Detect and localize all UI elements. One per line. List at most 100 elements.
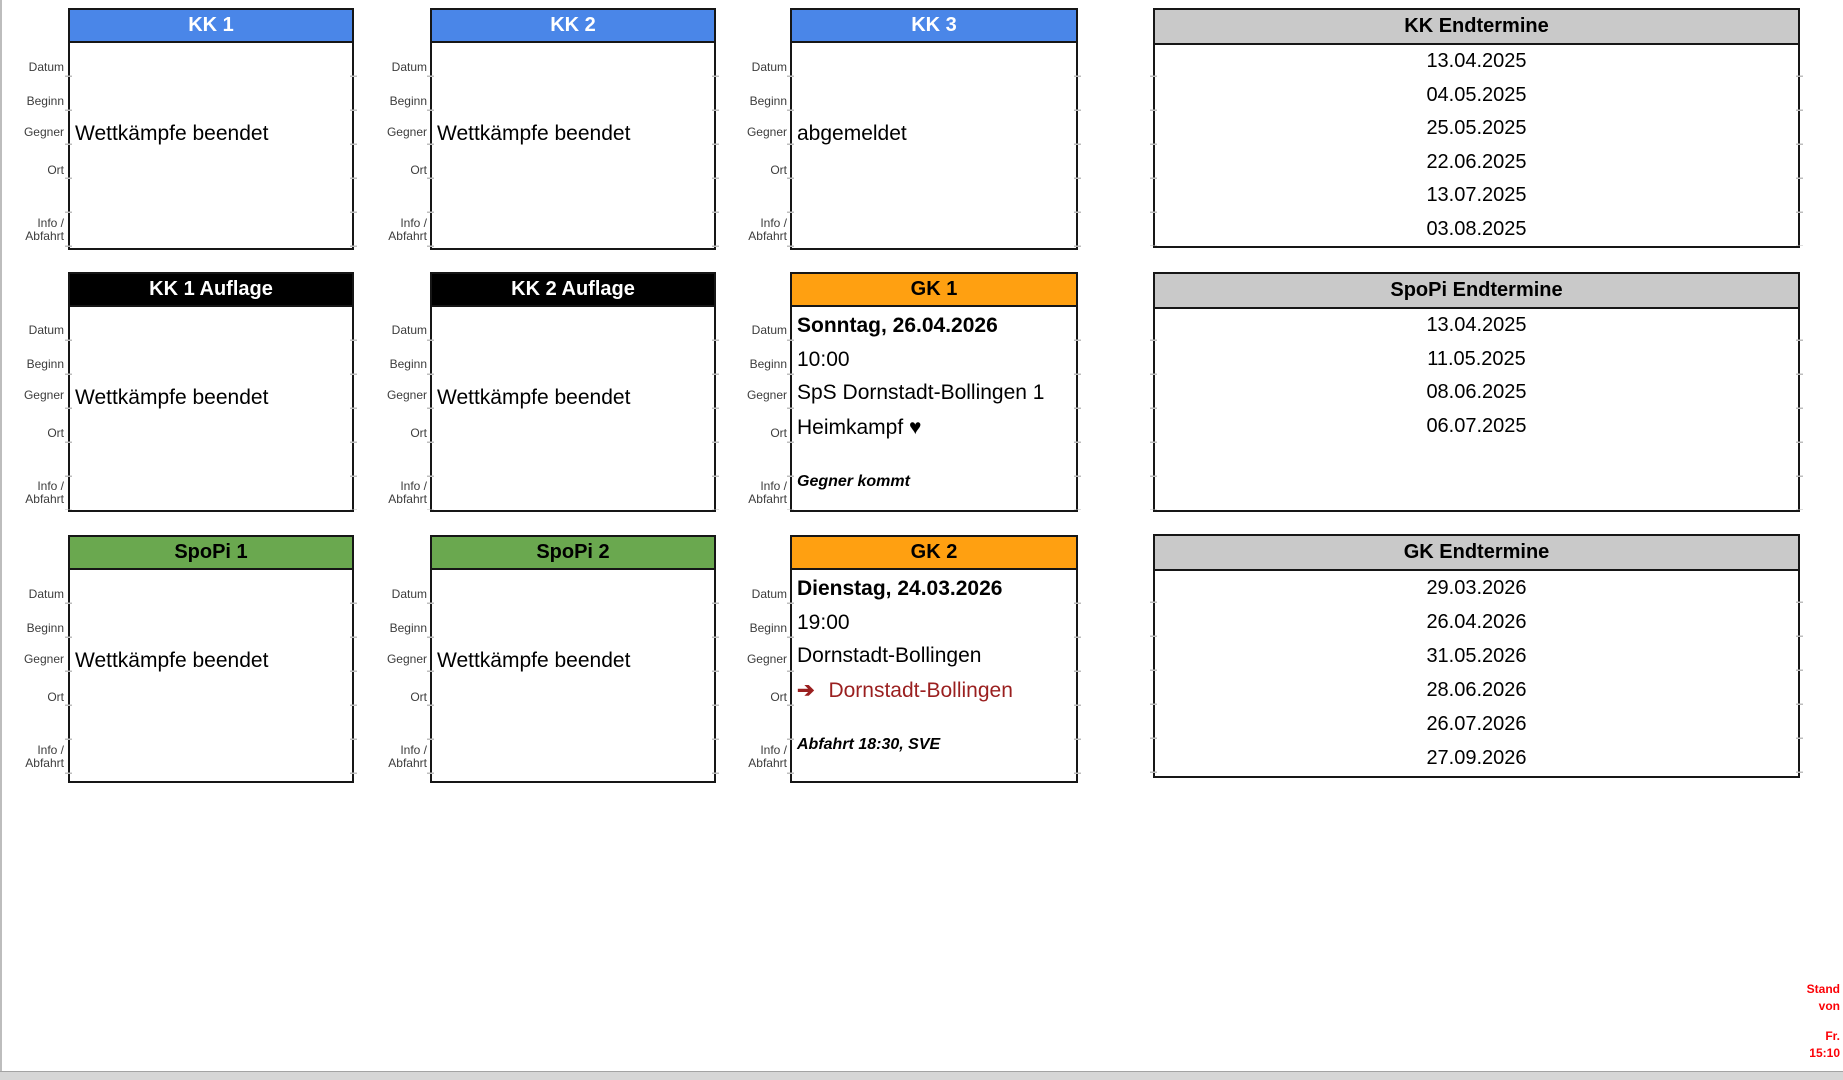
termine-date-row: 26.07.2026 [1426, 713, 1527, 736]
kk2-status-text: Wettkämpfe beendet [437, 122, 631, 145]
label-gegner: Gegner [23, 652, 64, 666]
label-abfahrt: Abfahrt [388, 229, 427, 243]
label-datum: Datum [391, 587, 427, 601]
gk1-beginn: 10:00 [797, 348, 850, 371]
label-info-abfahrt: Info / Abfahrt [388, 744, 427, 770]
horizontal-scrollbar-track[interactable] [0, 1071, 1843, 1080]
kk-endtermine-body: 13.04.2025 04.05.2025 25.05.2025 22.06.2… [1155, 45, 1798, 246]
label-info: Info / [37, 479, 64, 493]
spopi-endtermine-body: 13.04.2025 11.05.2025 08.06.2025 06.07.2… [1155, 309, 1798, 510]
card-kk1-body: Wettkämpfe beendet [70, 45, 352, 248]
card-kk1-auflage-body: Wettkämpfe beendet [70, 309, 352, 510]
label-beginn: Beginn [389, 357, 427, 371]
label-info: Info / [760, 479, 787, 493]
gk2-ort: ➔ Dornstadt-Bollingen [792, 678, 1076, 704]
gk2-gegner: Dornstadt-Bollingen [797, 644, 982, 667]
card-spopi1-title: SpoPi 1 [70, 537, 352, 570]
label-abfahrt: Abfahrt [388, 756, 427, 770]
window-left-edge [0, 0, 2, 1080]
card-gk2: GK 2 Dienstag, 24.03.2026 19:00 Dornstad… [787, 535, 1081, 783]
card-kk3: KK 3 abgemeldet [787, 8, 1081, 250]
label-gegner: Gegner [386, 652, 427, 666]
label-ort: Ort [410, 690, 427, 704]
label-info: Info / [760, 743, 787, 757]
label-datum: Datum [28, 323, 64, 337]
termine-date-row: 25.05.2025 [1426, 117, 1527, 140]
gk1-ort-text: Heimkampf [797, 416, 904, 439]
card-kk1-title: KK 1 [70, 10, 352, 43]
gk-endtermine-title: GK Endtermine [1155, 536, 1798, 571]
label-info-abfahrt: Info / Abfahrt [748, 744, 787, 770]
label-gutter-kk1-auflage: Datum Beginn Gegner Ort Info / Abfahrt [0, 306, 64, 512]
gk2-ort-text: Dornstadt-Bollingen [828, 679, 1013, 702]
table-spopi-endtermine: SpoPi Endtermine 13.04.2025 11.05.2025 0… [1150, 272, 1803, 512]
label-gutter-gk1: Datum Beginn Gegner Ort Info / Abfahrt [723, 306, 787, 512]
spopi-endtermine-title: SpoPi Endtermine [1155, 274, 1798, 309]
label-datum: Datum [751, 60, 787, 74]
card-kk3-body: abgemeldet [792, 45, 1076, 248]
card-spopi2-body: Wettkämpfe beendet [432, 572, 714, 781]
gk1-gegner: SpS Dornstadt-Bollingen 1 [797, 381, 1045, 404]
status-note-line: Fr. [1825, 1029, 1840, 1043]
label-gegner: Gegner [746, 125, 787, 139]
termine-date-row: 28.06.2026 [1426, 679, 1527, 702]
status-note-spacer [1770, 1015, 1840, 1028]
label-datum: Datum [751, 323, 787, 337]
card-kk1-auflage: KK 1 Auflage Wettkämpfe beendet [65, 272, 357, 512]
card-spopi1-body: Wettkämpfe beendet [70, 572, 352, 781]
status-note: Stand von Fr. 15:10 [1770, 981, 1840, 1062]
label-datum: Datum [28, 60, 64, 74]
card-kk2-auflage-body: Wettkämpfe beendet [432, 309, 714, 510]
label-beginn: Beginn [749, 357, 787, 371]
label-beginn: Beginn [389, 621, 427, 635]
spopi2-status-text: Wettkämpfe beendet [437, 649, 631, 672]
label-gegner: Gegner [746, 652, 787, 666]
label-gutter-spopi1: Datum Beginn Gegner Ort Info / Abfahrt [0, 570, 64, 783]
gk1-ort: Heimkampf ♥ [792, 415, 1076, 441]
card-spopi2: SpoPi 2 Wettkämpfe beendet [427, 535, 719, 783]
termine-date-row: 06.07.2025 [1426, 414, 1527, 437]
termine-date-row: 29.03.2026 [1426, 576, 1527, 599]
label-abfahrt: Abfahrt [748, 756, 787, 770]
card-gk1-body: Sonntag, 26.04.2026 10:00 SpS Dornstadt-… [792, 309, 1076, 510]
label-info-abfahrt: Info / Abfahrt [748, 217, 787, 243]
label-info-abfahrt: Info / Abfahrt [25, 744, 64, 770]
spopi1-status-text: Wettkämpfe beendet [75, 649, 269, 672]
card-gk1: GK 1 Sonntag, 26.04.2026 10:00 SpS Dorns… [787, 272, 1081, 512]
label-info: Info / [37, 216, 64, 230]
gk2-beginn: 19:00 [797, 611, 850, 634]
card-kk1-auflage-title: KK 1 Auflage [70, 274, 352, 307]
label-gutter-gk2: Datum Beginn Gegner Ort Info / Abfahrt [723, 570, 787, 783]
label-beginn: Beginn [26, 621, 64, 635]
card-kk2-body: Wettkämpfe beendet [432, 45, 714, 248]
termine-date-row: 03.08.2025 [1426, 217, 1527, 240]
label-ort: Ort [410, 163, 427, 177]
label-abfahrt: Abfahrt [748, 229, 787, 243]
card-gk2-body: Dienstag, 24.03.2026 19:00 Dornstadt-Bol… [792, 572, 1076, 781]
label-info-abfahrt: Info / Abfahrt [748, 480, 787, 506]
label-beginn: Beginn [26, 94, 64, 108]
label-ort: Ort [47, 163, 64, 177]
label-gutter-spopi2: Datum Beginn Gegner Ort Info / Abfahrt [363, 570, 427, 783]
label-info: Info / [400, 743, 427, 757]
card-kk1: KK 1 Wettkämpfe beendet [65, 8, 357, 250]
status-note-line: Stand [1806, 982, 1840, 996]
termine-date-row: 31.05.2026 [1426, 644, 1527, 667]
table-kk-endtermine: KK Endtermine 13.04.2025 04.05.2025 25.0… [1150, 8, 1803, 248]
card-kk2: KK 2 Wettkämpfe beendet [427, 8, 719, 250]
label-abfahrt: Abfahrt [25, 492, 64, 506]
label-ort: Ort [47, 426, 64, 440]
gk-endtermine-body: 29.03.2026 26.04.2026 31.05.2026 28.06.2… [1155, 571, 1798, 776]
kk2-auflage-status-text: Wettkämpfe beendet [437, 386, 631, 409]
termine-date-row: 13.04.2025 [1426, 50, 1527, 73]
termine-date-row: 11.05.2025 [1427, 347, 1526, 370]
gk1-info: Gegner kommt [797, 473, 910, 490]
table-gk-endtermine: GK Endtermine 29.03.2026 26.04.2026 31.0… [1150, 534, 1803, 778]
label-beginn: Beginn [26, 357, 64, 371]
gk2-info: Abfahrt 18:30, SVE [797, 736, 941, 753]
label-gutter-kk1: Datum Beginn Gegner Ort Info / Abfahrt [0, 43, 64, 250]
label-gutter-kk3: Datum Beginn Gegner Ort Info / Abfahrt [723, 43, 787, 250]
card-kk3-title: KK 3 [792, 10, 1076, 43]
kk1-auflage-status-text: Wettkämpfe beendet [75, 386, 269, 409]
